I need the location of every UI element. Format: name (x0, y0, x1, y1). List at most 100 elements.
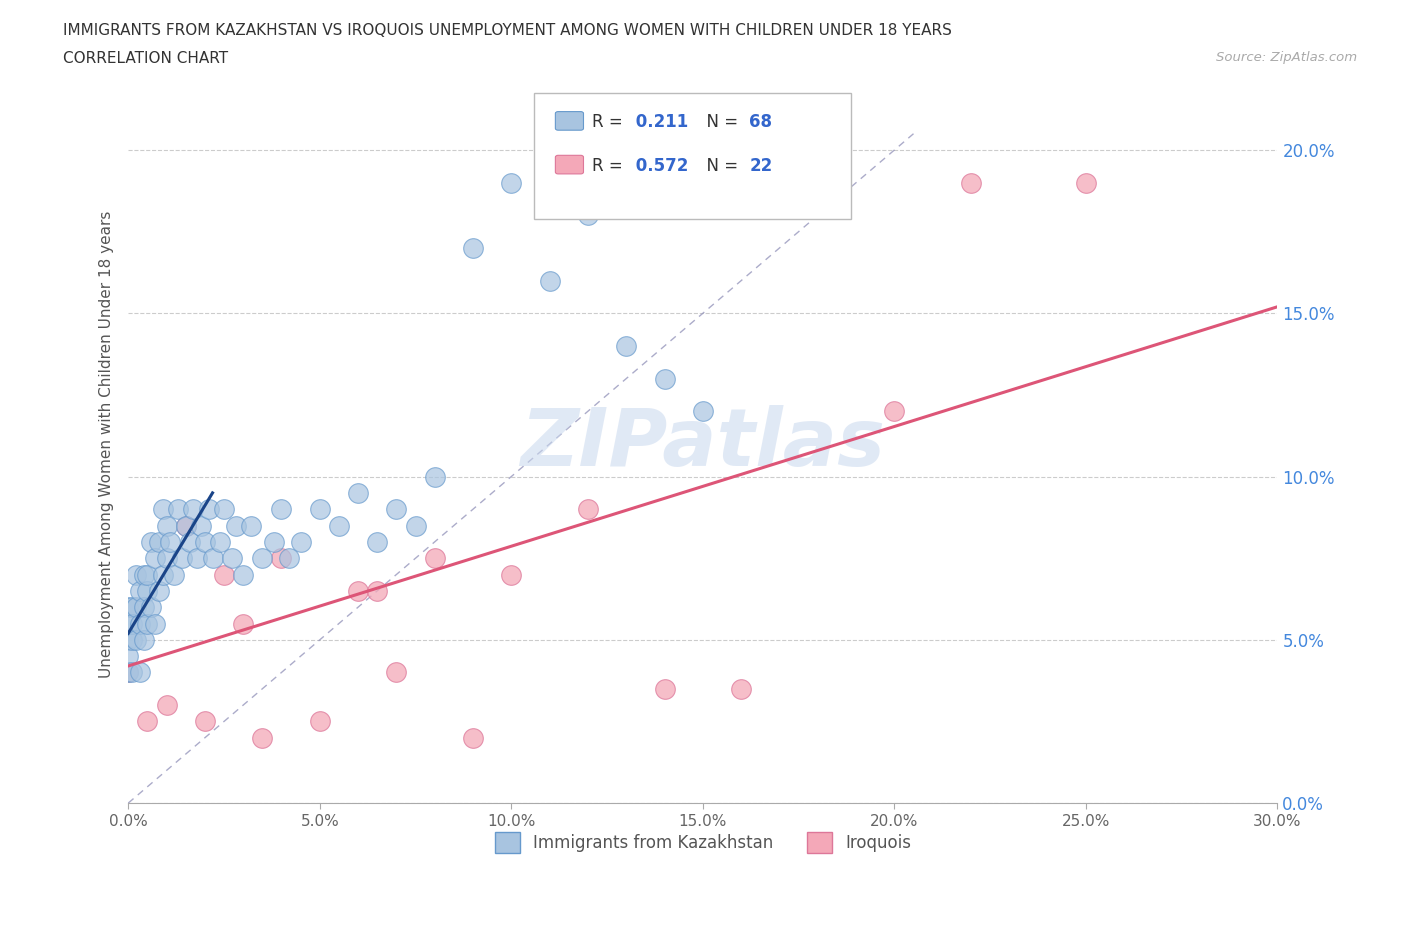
Point (270, 551, 292, 565)
Text: R =: R = (592, 157, 628, 175)
Point (117, 665, 139, 680)
Point (159, 535, 181, 550)
Text: CORRELATION CHART: CORRELATION CHART (63, 51, 228, 66)
Point (423, 551, 446, 565)
Text: ZIPatlas: ZIPatlas (520, 405, 886, 483)
Text: IMMIGRANTS FROM KAZAKHSTAN VS IROQUOIS UNEMPLOYMENT AMONG WOMEN WITH CHILDREN UN: IMMIGRANTS FROM KAZAKHSTAN VS IROQUOIS U… (63, 23, 952, 38)
Legend: Immigrants from Kazakhstan, Iroquois: Immigrants from Kazakhstan, Iroquois (488, 826, 918, 859)
Point (730, 682, 752, 697)
Text: 22: 22 (749, 157, 773, 175)
Point (576, 502, 599, 517)
Point (125, 632, 148, 647)
Point (117, 616, 139, 631)
Point (155, 551, 177, 565)
Point (501, 175, 523, 190)
Point (121, 616, 143, 631)
Point (614, 339, 637, 353)
Point (347, 485, 370, 500)
Point (170, 551, 193, 565)
Point (461, 730, 484, 745)
Point (252, 551, 274, 565)
Point (183, 502, 205, 517)
Point (366, 583, 388, 598)
Point (960, 175, 983, 190)
Point (136, 714, 159, 729)
Text: 0.211: 0.211 (630, 113, 688, 131)
Point (163, 567, 186, 582)
Point (143, 551, 166, 565)
Point (148, 583, 170, 598)
Point (209, 535, 232, 550)
Point (385, 502, 408, 517)
Point (883, 404, 905, 418)
Point (152, 502, 174, 517)
Point (121, 600, 143, 615)
Point (654, 371, 676, 386)
Point (190, 518, 212, 533)
Point (117, 632, 139, 647)
Point (128, 665, 150, 680)
Point (263, 535, 285, 550)
Point (155, 518, 177, 533)
Text: R =: R = (592, 113, 628, 131)
Point (136, 567, 159, 582)
Point (174, 518, 197, 533)
Point (155, 698, 177, 712)
Y-axis label: Unemployment Among Women with Children Under 18 years: Unemployment Among Women with Children U… (100, 210, 114, 678)
Point (197, 502, 219, 517)
Point (423, 469, 446, 484)
Point (405, 518, 427, 533)
Point (128, 583, 150, 598)
Point (212, 567, 235, 582)
Point (125, 567, 148, 582)
Point (141, 600, 163, 615)
Text: 68: 68 (749, 113, 772, 131)
Point (501, 567, 523, 582)
Point (347, 583, 370, 598)
Point (186, 551, 208, 565)
Point (194, 714, 217, 729)
Point (366, 535, 388, 550)
Point (252, 730, 274, 745)
Point (117, 665, 139, 680)
Point (692, 404, 714, 418)
Point (117, 649, 139, 664)
Point (132, 567, 155, 582)
Point (121, 665, 143, 680)
Text: N =: N = (696, 113, 744, 131)
Point (308, 502, 330, 517)
Point (201, 551, 224, 565)
Point (239, 518, 262, 533)
Point (136, 616, 159, 631)
Point (174, 518, 197, 533)
Point (328, 518, 350, 533)
Point (385, 665, 408, 680)
Point (167, 502, 190, 517)
Point (308, 714, 330, 729)
Point (576, 208, 599, 223)
Point (278, 551, 301, 565)
Point (132, 600, 155, 615)
Point (128, 616, 150, 631)
Point (212, 502, 235, 517)
Text: N =: N = (696, 157, 744, 175)
Point (270, 502, 292, 517)
Point (125, 600, 148, 615)
Point (461, 241, 484, 256)
Point (221, 551, 243, 565)
Point (194, 535, 217, 550)
Point (141, 535, 163, 550)
Point (179, 535, 201, 550)
Point (152, 567, 174, 582)
Point (232, 616, 254, 631)
Point (290, 535, 312, 550)
Text: 0.572: 0.572 (630, 157, 689, 175)
Text: Source: ZipAtlas.com: Source: ZipAtlas.com (1216, 51, 1357, 64)
Point (132, 632, 155, 647)
Point (117, 600, 139, 615)
Point (538, 273, 561, 288)
Point (143, 616, 166, 631)
Point (136, 583, 159, 598)
Point (232, 567, 254, 582)
Point (121, 632, 143, 647)
